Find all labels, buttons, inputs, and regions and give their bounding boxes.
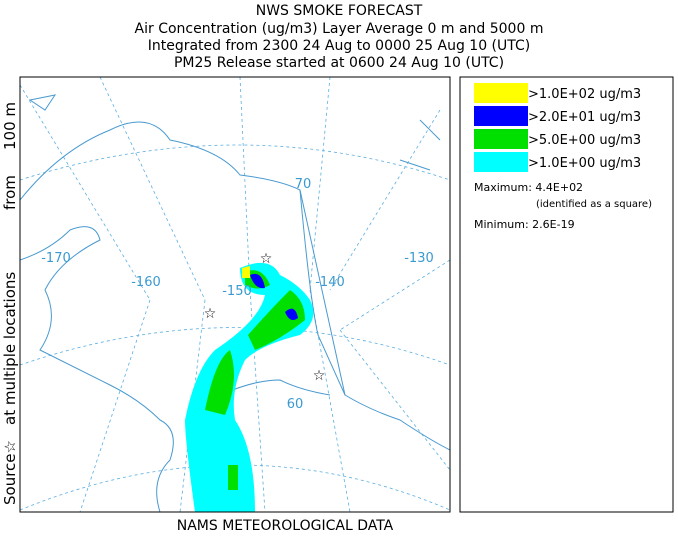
legend-label: >5.0E+00 ug/m3 [528, 133, 641, 148]
side-text: from [1, 175, 19, 210]
plume [242, 266, 250, 278]
map: ☆ ☆ ☆ 70 -170 -160 -150 -140 -130 60 [20, 77, 450, 512]
plume [250, 273, 298, 320]
map-frame [19, 76, 451, 513]
side-text: 100 m [1, 102, 19, 150]
plume [205, 270, 305, 490]
source-star: ☆ [260, 251, 273, 267]
map-label: -140 [315, 275, 345, 290]
footer: NAMS METEOROLOGICAL DATA [177, 518, 394, 532]
map-label: 60 [287, 397, 304, 412]
map-label: 70 [295, 177, 312, 192]
map-label: -150 [222, 284, 252, 299]
legend-swatch [474, 152, 528, 172]
map-label: -170 [41, 251, 71, 266]
legend-label: >1.0E+02 ug/m3 [528, 87, 641, 102]
subtitle: PM25 Release started at 0600 24 Aug 10 (… [174, 55, 504, 71]
legend-max: Maximum: 4.4E+02 [474, 181, 583, 194]
map-label: -130 [404, 251, 434, 266]
legend-label: >2.0E+01 ug/m3 [528, 110, 641, 125]
side-label: Source☆ at multiple locations from 100 m [1, 102, 19, 505]
legend-swatch [474, 106, 528, 126]
legend-swatch [474, 83, 528, 103]
legend-note: (identified as a square) [536, 199, 652, 210]
source-star: ☆ [204, 306, 217, 322]
legend-frame [459, 76, 674, 513]
title: NWS SMOKE FORECAST [256, 3, 423, 19]
map-label: -160 [131, 275, 161, 290]
subtitle: Integrated from 2300 24 Aug to 0000 25 A… [148, 38, 531, 54]
legend-swatch [474, 129, 528, 149]
legend-min: Minimum: 2.6E-19 [474, 218, 575, 231]
side-text: Source☆ [1, 440, 19, 505]
legend-label: >1.0E+00 ug/m3 [528, 156, 641, 171]
subtitle: Air Concentration (ug/m3) Layer Average … [135, 21, 544, 37]
side-text: at multiple locations [1, 272, 19, 425]
source-star: ☆ [313, 368, 326, 384]
